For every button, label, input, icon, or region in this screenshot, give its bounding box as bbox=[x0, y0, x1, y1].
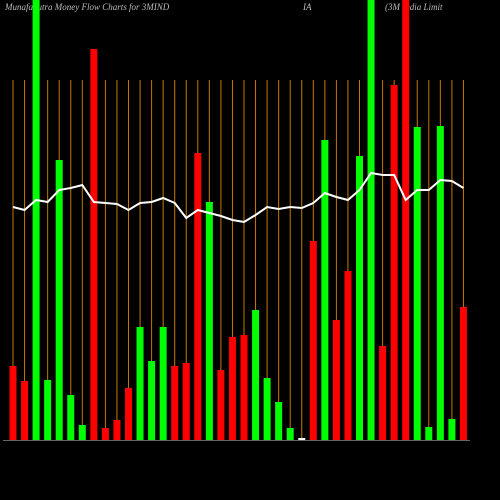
bar bbox=[205, 202, 213, 440]
bar bbox=[436, 126, 444, 440]
bar bbox=[194, 153, 202, 440]
bar bbox=[252, 310, 260, 440]
price-line bbox=[12, 171, 464, 224]
bar bbox=[402, 0, 410, 440]
bar bbox=[217, 370, 225, 440]
bar bbox=[148, 361, 156, 440]
bar bbox=[263, 378, 271, 440]
bar bbox=[182, 363, 190, 440]
bar bbox=[356, 156, 363, 440]
bar bbox=[21, 381, 29, 440]
bar bbox=[332, 320, 340, 440]
chart-title: MunafaSutra Money Flow Charts for 3MIND bbox=[4, 2, 170, 12]
bar bbox=[286, 428, 294, 440]
bar bbox=[171, 366, 179, 440]
bar bbox=[32, 0, 40, 440]
bar bbox=[101, 428, 109, 440]
bar bbox=[228, 337, 236, 440]
bar bbox=[136, 327, 144, 440]
bar bbox=[298, 438, 306, 440]
bar bbox=[321, 140, 329, 440]
bar bbox=[240, 335, 248, 440]
bar bbox=[448, 419, 456, 440]
bar bbox=[78, 425, 86, 440]
bar bbox=[413, 127, 421, 440]
bar bbox=[125, 388, 132, 440]
chart-title: IA bbox=[302, 2, 312, 12]
bar bbox=[390, 85, 398, 440]
bar bbox=[309, 241, 317, 440]
bar bbox=[344, 271, 352, 440]
bar bbox=[425, 427, 433, 440]
bar bbox=[459, 307, 467, 440]
bar bbox=[9, 366, 17, 440]
bar bbox=[113, 420, 121, 440]
bar bbox=[275, 402, 283, 440]
bar bbox=[379, 346, 387, 440]
bar bbox=[55, 160, 63, 440]
bar bbox=[367, 0, 375, 440]
chart-title: (3M India Limit bbox=[385, 2, 443, 12]
bar bbox=[90, 49, 98, 440]
bar bbox=[67, 395, 75, 440]
bar bbox=[159, 327, 167, 440]
bar bbox=[44, 380, 52, 440]
